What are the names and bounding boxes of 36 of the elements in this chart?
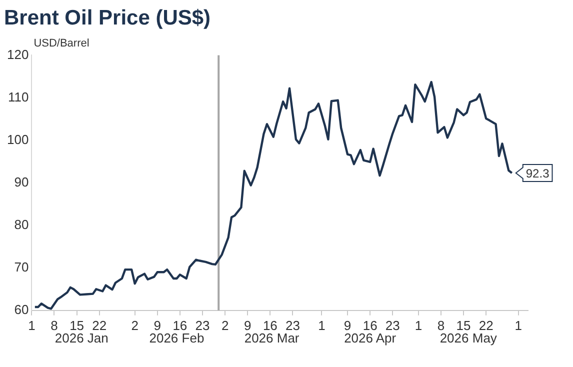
- y-tick-label: 70: [14, 259, 29, 274]
- x-tick-label: 22: [478, 318, 494, 333]
- y-tick-label: 90: [14, 174, 29, 190]
- x-tick-label: 23: [195, 318, 210, 333]
- x-tick-label: 2: [131, 318, 138, 333]
- x-tick-label: 9: [154, 318, 161, 333]
- x-tick-label: 2: [221, 318, 229, 333]
- y-tick-label: 100: [6, 132, 29, 147]
- x-tick-label: 1: [28, 318, 36, 333]
- x-tick-label: 23: [286, 318, 300, 333]
- y-tick-label: 60: [14, 302, 29, 317]
- data-label: 92.3: [526, 166, 550, 180]
- x-tick-label: 9: [344, 318, 352, 333]
- x-tick-label: 15: [70, 318, 84, 333]
- y-axis-title: USD/Barrel: [34, 38, 90, 50]
- text: 2026 Feb: [149, 330, 204, 346]
- x-tick-label: 15: [456, 318, 471, 333]
- text: 2026 May: [440, 330, 498, 346]
- x-tick-label: 22: [92, 318, 107, 333]
- x-tick-label: 16: [172, 318, 188, 333]
- y-tick-label: 120: [6, 46, 29, 62]
- x-tick-label: 1: [414, 318, 422, 333]
- x-tick-label: 1: [514, 318, 522, 333]
- text: 2026 Apr: [344, 330, 397, 346]
- x-tick-label: 8: [437, 318, 445, 333]
- x-tick-label: 8: [50, 318, 58, 333]
- text: 2026 Jan: [54, 330, 108, 346]
- y-tick-label: 80: [14, 216, 29, 232]
- x-tick-label: 23: [385, 318, 400, 333]
- y-tick-label: 110: [8, 89, 29, 104]
- text: 2026 Mar: [244, 330, 300, 346]
- x-tick-label: 9: [244, 318, 252, 333]
- x-tick-label: 16: [362, 318, 378, 333]
- x-tick-label: 16: [262, 318, 278, 333]
- x-tick-label: 1: [318, 318, 326, 333]
- chart-title: Brent Oil Price (US$): [4, 6, 211, 30]
